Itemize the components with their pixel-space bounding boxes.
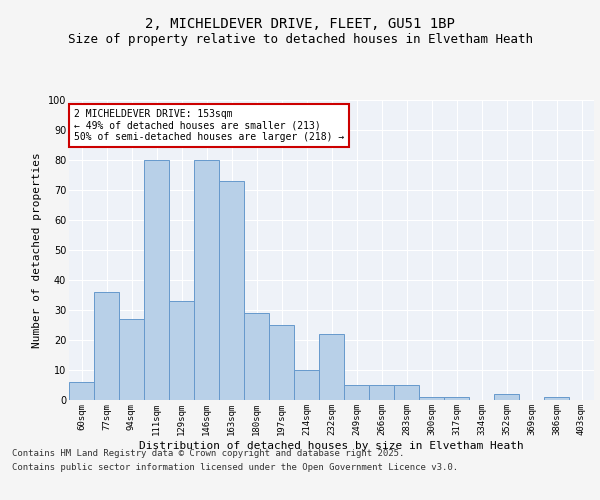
- Bar: [369, 385, 394, 400]
- Text: 2 MICHELDEVER DRIVE: 153sqm
← 49% of detached houses are smaller (213)
50% of se: 2 MICHELDEVER DRIVE: 153sqm ← 49% of det…: [74, 109, 344, 142]
- Bar: [344, 385, 369, 400]
- Bar: [144, 160, 169, 400]
- Bar: [194, 160, 219, 400]
- Bar: [294, 370, 319, 400]
- Text: Contains public sector information licensed under the Open Government Licence v3: Contains public sector information licen…: [12, 464, 458, 472]
- Bar: [244, 313, 269, 400]
- Bar: [319, 334, 344, 400]
- Bar: [269, 325, 294, 400]
- X-axis label: Distribution of detached houses by size in Elvetham Heath: Distribution of detached houses by size …: [139, 440, 524, 450]
- Bar: [119, 319, 144, 400]
- Bar: [94, 292, 119, 400]
- Text: 2, MICHELDEVER DRIVE, FLEET, GU51 1BP: 2, MICHELDEVER DRIVE, FLEET, GU51 1BP: [145, 18, 455, 32]
- Bar: [169, 301, 194, 400]
- Bar: [419, 397, 444, 400]
- Bar: [544, 397, 569, 400]
- Bar: [219, 181, 244, 400]
- Bar: [69, 382, 94, 400]
- Text: Size of property relative to detached houses in Elvetham Heath: Size of property relative to detached ho…: [67, 32, 533, 46]
- Bar: [494, 394, 519, 400]
- Y-axis label: Number of detached properties: Number of detached properties: [32, 152, 42, 348]
- Text: Contains HM Land Registry data © Crown copyright and database right 2025.: Contains HM Land Registry data © Crown c…: [12, 448, 404, 458]
- Bar: [444, 397, 469, 400]
- Bar: [394, 385, 419, 400]
